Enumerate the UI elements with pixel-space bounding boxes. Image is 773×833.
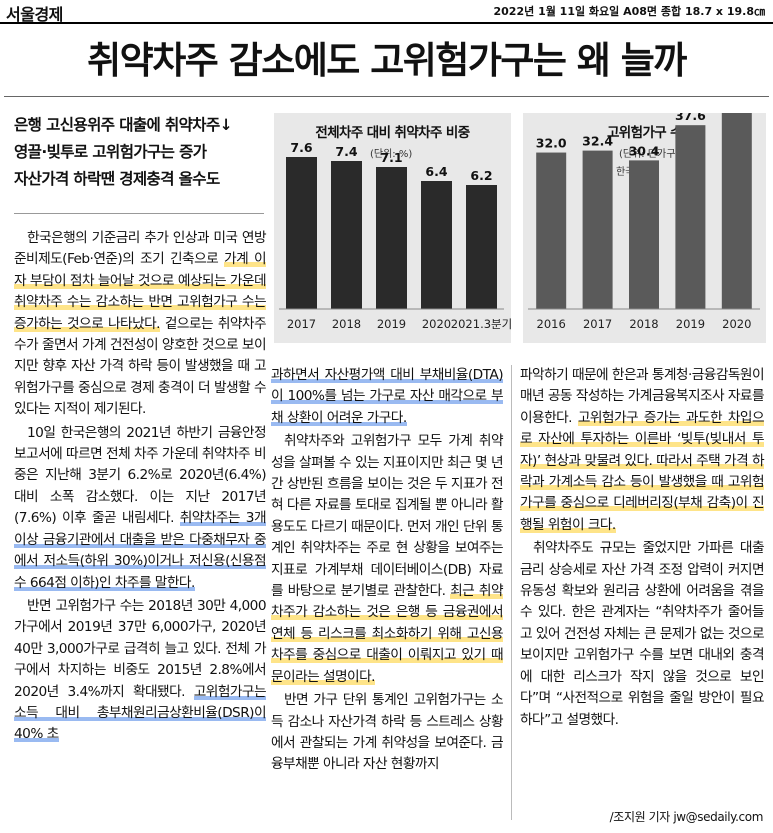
text-run: 10일 한국은행의 2021년 하반기 금융안정보고서에 따르면 전체 차주 가… bbox=[14, 424, 267, 527]
bar bbox=[421, 181, 452, 309]
bar bbox=[629, 160, 659, 309]
article-column-3: 파악하기 때문에 한은과 통계청·금융감독원이 매년 공동 작성하는 가계금융복… bbox=[520, 365, 765, 731]
subhead-rule bbox=[14, 213, 264, 214]
x-tick-label: 2020 bbox=[722, 317, 751, 331]
masthead: 서울경제 2022년 1월 11일 화요일 A08면 종합 18.7 x 19.… bbox=[0, 0, 773, 24]
chart-svg: 7.6 2017 7.4 2018 7.1 2019 6.4 2020 6.2 2021.3분기 bbox=[279, 140, 511, 331]
x-tick-label: 2017 bbox=[287, 317, 316, 331]
x-tick-label: 2018 bbox=[332, 317, 361, 331]
chart-vulnerable-borrower-share: 전체차주 대비 취약차주 비중 (단위: %) 7.6 2017 7.4 2018 7.… bbox=[274, 113, 511, 343]
bar bbox=[286, 157, 317, 309]
top-rule bbox=[0, 22, 773, 24]
bar bbox=[582, 150, 613, 309]
chart-source: 자료: 한국은행 bbox=[591, 167, 653, 178]
highlighted-text: 고위험가구 증가는 과도한 차입으로 자산에 투자하는 이른바 ‘빚투(빚내서 … bbox=[520, 409, 765, 533]
data-label: 7.4 bbox=[335, 144, 357, 159]
text-run: 파악하기 때문에 한은과 통계청·금융감독원이 매년 공동 작성하는 가계금융복… bbox=[520, 367, 765, 426]
issue-info: 2022년 1월 11일 화요일 A08면 종합 18.7 x 19.8㎝ bbox=[493, 5, 766, 18]
chart-title: 고위험가구 수 bbox=[606, 125, 683, 141]
byline: /조지원 기자 jw@sedaily.com bbox=[609, 810, 764, 824]
bar bbox=[536, 152, 567, 309]
data-label: 6.2 bbox=[470, 168, 492, 183]
chart-title: 전체차주 대비 취약차주 비중 bbox=[315, 125, 470, 141]
paper-name: 서울경제 bbox=[6, 5, 63, 24]
x-tick-label: 2016 bbox=[537, 317, 566, 331]
data-label: 7.6 bbox=[290, 140, 312, 155]
highlighted-text: 과하면서 자산평가액 대비 부채비율(DTA)이 100%를 넘는 가구로 자산… bbox=[271, 367, 504, 426]
bar bbox=[466, 185, 497, 309]
x-tick-label: 2021.3분기 bbox=[451, 317, 511, 331]
article-column-2: 과하면서 자산평가액 대비 부채비율(DTA)이 100%를 넘는 가구로 자산… bbox=[271, 365, 504, 776]
data-label: 6.4 bbox=[425, 164, 447, 179]
subhead-line: 자산가격 하락땐 경제충격 올수도 bbox=[14, 170, 220, 188]
headline: 취약차주 감소에도 고위험가구는 왜 늘까 bbox=[87, 39, 687, 82]
bar bbox=[331, 161, 362, 309]
text-run: 취약차주도 규모는 줄었지만 가파른 대출금리 상승세로 자산 가격 조정 압력… bbox=[520, 540, 765, 728]
text-run: 취약차주와 고위험가구 모두 가계 취약성을 살펴볼 수 있는 지표이지만 최근… bbox=[271, 433, 504, 600]
paragraph: 반면 가구 단위 통계인 고위험가구는 소득 감소나 자산가격 하락 등 스트레… bbox=[271, 690, 504, 776]
data-label: 37.6 bbox=[675, 113, 706, 123]
paragraph: 파악하기 때문에 한은과 통계청·금융감독원이 매년 공동 작성하는 가계금융복… bbox=[520, 365, 765, 536]
x-tick-label: 2019 bbox=[676, 317, 705, 331]
bar bbox=[721, 113, 752, 309]
paragraph: 과하면서 자산평가액 대비 부채비율(DTA)이 100%를 넘는 가구로 자산… bbox=[271, 365, 504, 429]
paragraph: 한국은행의 기준금리 추가 인상과 미국 연방준비제도(Feb·연준)의 조기 … bbox=[14, 228, 267, 421]
data-label: 32.0 bbox=[536, 136, 567, 151]
subheads: 은행 고신용위주 대출에 취약차주↓ 영끌·빚투로 고위험가구는 증가 자산가격… bbox=[14, 112, 264, 193]
paragraph: 취약차주와 고위험가구 모두 가계 취약성을 살펴볼 수 있는 지표이지만 최근… bbox=[271, 431, 504, 688]
x-tick-label: 2018 bbox=[629, 317, 658, 331]
data-label: 32.4 bbox=[582, 134, 613, 149]
data-label: 30.4 bbox=[629, 143, 660, 158]
column-divider bbox=[511, 365, 512, 820]
paragraph: 10일 한국은행의 2021년 하반기 금융안정보고서에 따르면 전체 차주 가… bbox=[14, 423, 267, 594]
article-column-1: 한국은행의 기준금리 추가 인상과 미국 연방준비제도(Feb·연준)의 조기 … bbox=[14, 228, 267, 746]
bar bbox=[675, 125, 706, 309]
headline-rule bbox=[4, 96, 769, 97]
text-run: 한국은행의 기준금리 추가 인상과 미국 연방준비제도(Feb·연준)의 조기 … bbox=[14, 230, 267, 268]
text-run: 반면 가구 단위 통계인 고위험가구는 소득 감소나 자산가격 하락 등 스트레… bbox=[271, 692, 504, 773]
chart-unit: (단위: %) bbox=[370, 149, 413, 160]
chart-unit: (단위: 만가구) bbox=[619, 149, 680, 160]
subhead-line: 영끌·빚투로 고위험가구는 증가 bbox=[14, 143, 207, 161]
bar bbox=[376, 167, 407, 309]
data-label: 7.1 bbox=[380, 150, 402, 165]
subhead-line: 은행 고신용위주 대출에 취약차주↓ bbox=[14, 116, 233, 134]
chart-high-risk-households: 고위험가구 수 (단위: 만가구) 자료: 한국은행 32.0 2016 32.4 2… bbox=[523, 113, 766, 343]
paragraph: 취약차주도 규모는 줄었지만 가파른 대출금리 상승세로 자산 가격 조정 압력… bbox=[520, 538, 765, 731]
x-tick-label: 2019 bbox=[377, 317, 406, 331]
paragraph: 반면 고위험가구 수는 2018년 30만 4,000가구에서 2019년 37… bbox=[14, 596, 267, 746]
text-run: 반면 고위험가구 수는 2018년 30만 4,000가구에서 2019년 37… bbox=[14, 597, 267, 700]
x-tick-label: 2017 bbox=[583, 317, 612, 331]
text-run: 겉으로는 취약차주 수가 줄면서 가계 건전성이 양호한 것으로 보이지만 향후… bbox=[14, 315, 267, 418]
x-tick-label: 2020 bbox=[422, 317, 451, 331]
